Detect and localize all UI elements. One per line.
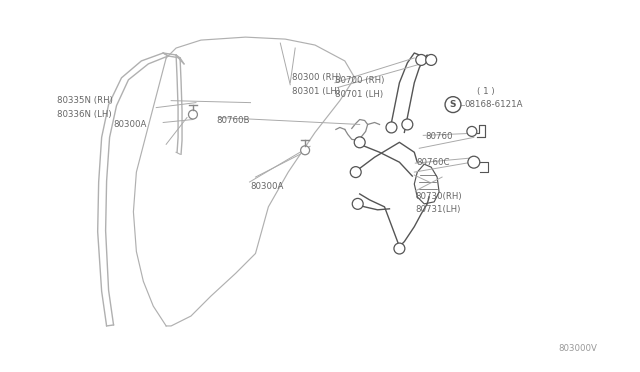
Circle shape — [355, 137, 365, 148]
Text: 80730(RH): 80730(RH) — [415, 192, 462, 201]
Text: 80760C: 80760C — [416, 158, 450, 167]
Text: 08168-6121A: 08168-6121A — [464, 100, 522, 109]
Text: 80300A: 80300A — [113, 120, 147, 129]
Text: ( 1 ): ( 1 ) — [477, 87, 495, 96]
Circle shape — [445, 97, 461, 113]
Circle shape — [402, 119, 413, 130]
Text: 80335N (RH): 80335N (RH) — [57, 96, 113, 105]
Circle shape — [350, 167, 361, 177]
Text: 80300A: 80300A — [250, 183, 284, 192]
Circle shape — [468, 156, 480, 168]
Circle shape — [394, 243, 405, 254]
Text: 80301 (LH): 80301 (LH) — [292, 87, 340, 96]
Circle shape — [386, 122, 397, 133]
Circle shape — [426, 54, 436, 65]
Text: 80760: 80760 — [425, 132, 452, 141]
Circle shape — [352, 198, 363, 209]
Circle shape — [189, 110, 197, 119]
Circle shape — [467, 126, 477, 137]
Text: 80701 (LH): 80701 (LH) — [335, 90, 383, 99]
Text: 803000V: 803000V — [558, 344, 597, 353]
Circle shape — [416, 54, 427, 65]
Text: 80336N (LH): 80336N (LH) — [57, 110, 111, 119]
Circle shape — [301, 146, 310, 155]
Text: 80300 (RH): 80300 (RH) — [292, 73, 342, 82]
Text: S: S — [450, 100, 456, 109]
Text: 80731(LH): 80731(LH) — [415, 205, 461, 214]
Text: 80700 (RH): 80700 (RH) — [335, 76, 384, 85]
Text: 80760B: 80760B — [217, 116, 250, 125]
